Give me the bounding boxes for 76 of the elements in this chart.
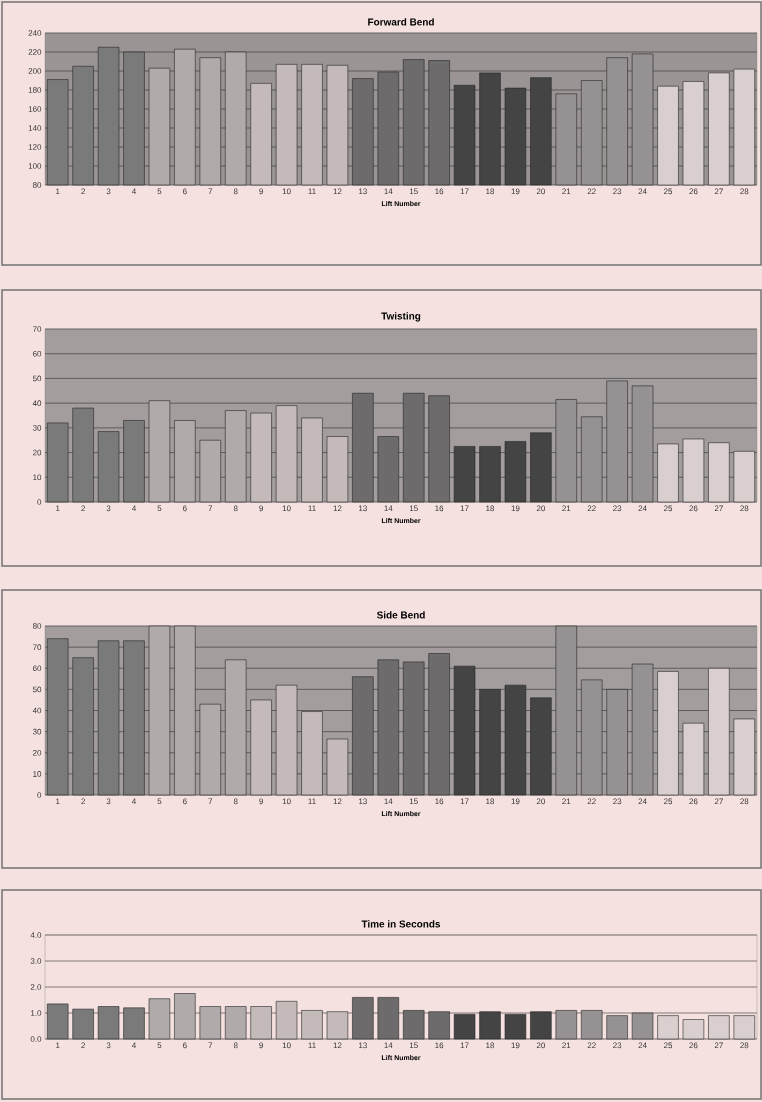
bar [479, 689, 501, 796]
bar [428, 395, 450, 503]
bar [275, 1001, 298, 1040]
bar [148, 400, 171, 503]
bar [580, 416, 603, 503]
bar [606, 1015, 628, 1040]
bar [708, 442, 730, 503]
bar [250, 412, 272, 503]
bar [682, 722, 705, 796]
bar [504, 1014, 527, 1040]
bar [250, 699, 272, 796]
bar [504, 684, 527, 796]
bar [301, 417, 323, 503]
bar [657, 1015, 679, 1040]
chart-title: Side Bend [376, 611, 425, 619]
bar [275, 684, 298, 796]
bar [250, 1006, 272, 1040]
bar [224, 410, 247, 503]
bar [326, 738, 349, 796]
bar [453, 665, 476, 796]
bar [631, 663, 654, 796]
bar [326, 1011, 349, 1040]
bar [174, 993, 196, 1040]
bar [657, 443, 679, 503]
bar [402, 392, 425, 503]
bar [682, 1019, 705, 1040]
bar [530, 697, 552, 796]
bar [555, 1010, 578, 1040]
chart-title: Forward Bend [368, 18, 434, 26]
bar [352, 676, 374, 796]
bar [708, 1015, 730, 1040]
bar [174, 420, 196, 503]
bar [530, 1011, 552, 1040]
bar [377, 659, 400, 796]
bar [479, 1011, 501, 1040]
bar [428, 653, 450, 796]
bar [224, 659, 247, 796]
bar [631, 385, 654, 503]
bar [580, 679, 603, 796]
bar [199, 703, 222, 796]
bar [301, 711, 323, 796]
bar [326, 436, 349, 503]
bar [428, 1011, 450, 1040]
bar [530, 432, 552, 503]
bar [733, 718, 756, 796]
bar [479, 446, 501, 503]
bar [555, 399, 578, 503]
bar [148, 625, 171, 796]
bar [453, 1014, 476, 1040]
bar [504, 441, 527, 503]
bar [352, 997, 374, 1040]
chart-title: Time in Seconds [361, 920, 441, 928]
bar [580, 1010, 603, 1040]
bar [377, 997, 400, 1040]
bar [377, 436, 400, 503]
chart-title: Twisting [381, 312, 421, 322]
bar [631, 1012, 654, 1040]
bar [682, 438, 705, 503]
bar [606, 689, 628, 796]
bar [555, 625, 578, 796]
bar [657, 671, 679, 796]
bar [733, 1015, 756, 1040]
bar [148, 998, 171, 1040]
bar [275, 405, 298, 503]
bar [199, 439, 222, 503]
bar [224, 1006, 247, 1040]
bar [708, 667, 730, 796]
bar [402, 1010, 425, 1040]
bar [733, 451, 756, 503]
bar [199, 1006, 222, 1040]
bar [174, 625, 196, 796]
bar [606, 380, 628, 503]
bar [301, 1010, 323, 1040]
bar [402, 661, 425, 796]
bar [453, 446, 476, 503]
bar [352, 392, 374, 503]
